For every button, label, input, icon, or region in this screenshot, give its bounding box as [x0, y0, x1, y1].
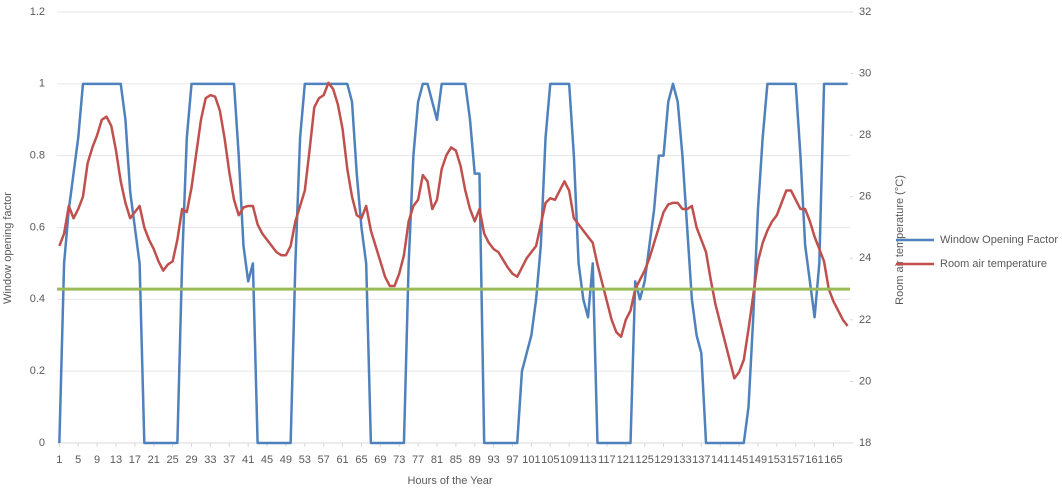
series-line [58, 81, 849, 380]
x-tick-label: 161 [805, 454, 823, 466]
y-tick-label: 0.8 [30, 150, 45, 162]
x-tick-label: 81 [431, 454, 443, 466]
x-tick-label: 165 [824, 454, 842, 466]
y-tick-label: 0.4 [30, 293, 45, 305]
y-tick-label: 0.6 [30, 221, 45, 233]
x-tick-label: 89 [469, 454, 481, 466]
y2-tick-label: 20 [859, 375, 871, 387]
x-tick-label: 5 [75, 454, 81, 466]
x-tick-label: 45 [261, 454, 273, 466]
x-tick-label: 17 [129, 454, 141, 466]
x-axis-label: Hours of the Year [407, 475, 492, 487]
x-tick-label: 129 [654, 454, 672, 466]
x-tick-label: 25 [167, 454, 179, 466]
y-tick-label: 1.2 [30, 6, 45, 18]
x-tick-label: 137 [692, 454, 710, 466]
x-tick-label: 49 [280, 454, 292, 466]
y-axis-label: Window opening factor [2, 192, 14, 304]
y-tick-label: 1 [39, 78, 45, 90]
x-tick-label: 13 [110, 454, 122, 466]
x-tick-label: 33 [204, 454, 216, 466]
x-tick-label: 109 [560, 454, 578, 466]
x-tick-label: 85 [450, 454, 462, 466]
series-line [58, 82, 848, 445]
y2-tick-label: 22 [859, 314, 871, 326]
x-tick-label: 21 [148, 454, 160, 466]
x-tick-label: 141 [711, 454, 729, 466]
x-tick-label: 133 [673, 454, 691, 466]
legend-label: Window Opening Factor [940, 234, 1058, 246]
y-tick-label: 0.2 [30, 365, 45, 377]
x-tick-label: 65 [355, 454, 367, 466]
x-tick-label: 57 [318, 454, 330, 466]
y2-tick-label: 26 [859, 191, 871, 203]
x-tick-label: 153 [768, 454, 786, 466]
x-tick-label: 157 [787, 454, 805, 466]
x-tick-label: 113 [579, 454, 597, 466]
x-tick-label: 53 [299, 454, 311, 466]
x-tick-label: 93 [487, 454, 499, 466]
x-tick-label: 77 [412, 454, 424, 466]
x-tick-label: 41 [242, 454, 254, 466]
x-tick-label: 121 [617, 454, 635, 466]
x-tick-label: 105 [541, 454, 559, 466]
x-tick-label: 117 [598, 454, 616, 466]
y-tick-label: 0 [39, 437, 45, 449]
y2-tick-label: 24 [859, 252, 871, 264]
x-tick-label: 73 [393, 454, 405, 466]
x-tick-label: 149 [749, 454, 767, 466]
x-tick-label: 61 [336, 454, 348, 466]
y2-tick-label: 28 [859, 129, 871, 141]
x-tick-label: 125 [635, 454, 653, 466]
x-tick-label: 1 [56, 454, 62, 466]
y2-tick-label: 18 [859, 437, 871, 449]
x-tick-label: 37 [223, 454, 235, 466]
x-tick-label: 97 [506, 454, 518, 466]
y2-tick-label: 32 [859, 6, 871, 18]
x-tick-label: 29 [185, 454, 197, 466]
x-tick-label: 101 [522, 454, 540, 466]
legend-label: Room air temperature [940, 258, 1047, 270]
x-tick-label: 9 [94, 454, 100, 466]
x-tick-label: 69 [374, 454, 386, 466]
y2-tick-label: 30 [859, 67, 871, 79]
x-tick-label: 145 [730, 454, 748, 466]
